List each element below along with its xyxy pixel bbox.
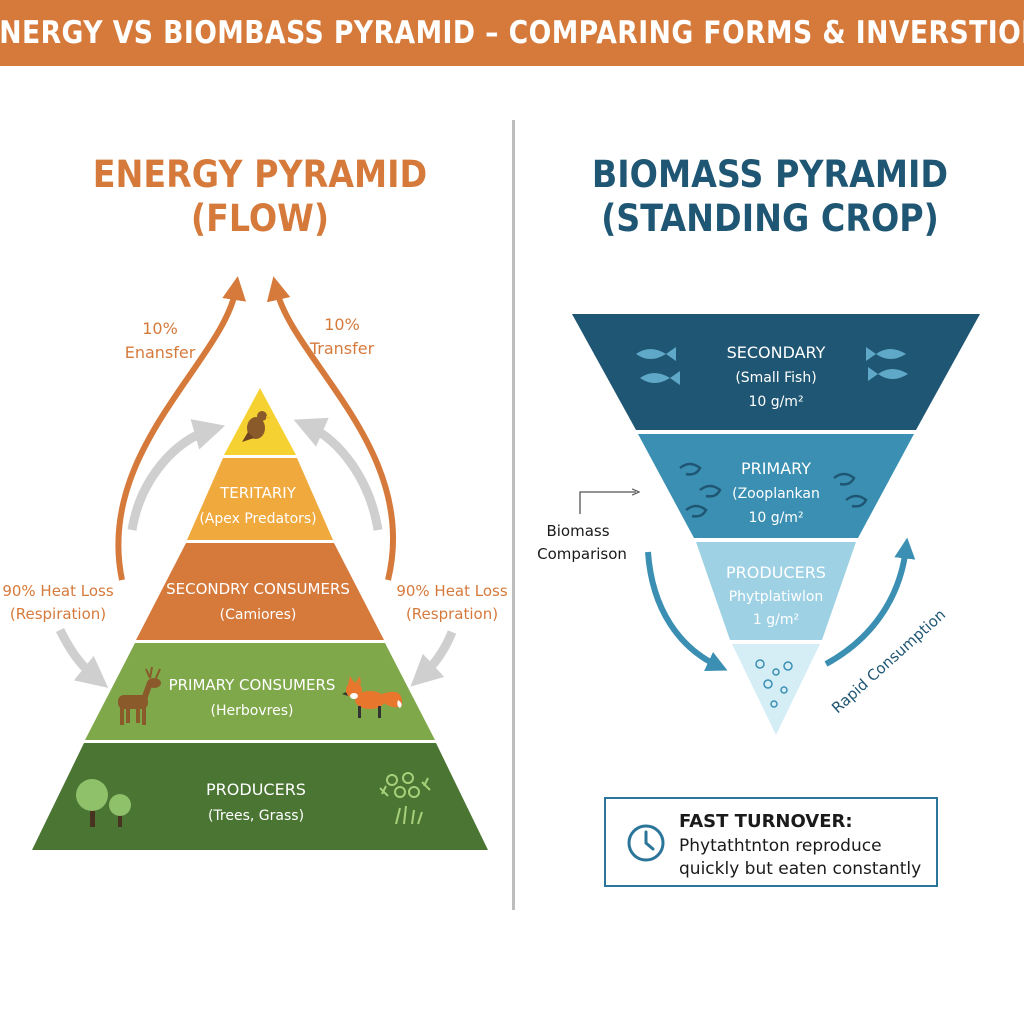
biomass-level-primary	[638, 434, 914, 538]
callout-body: Phytathtnton reproduce quickly but eaten…	[679, 836, 922, 879]
biomass-flow-arrow-left	[645, 551, 728, 671]
biomass-heading-line1: BIOMASS PYRAMID	[591, 153, 949, 196]
biomass-secondary-value: 10 g/m²	[748, 394, 803, 410]
energy-tertiary-name: TERITARIY	[219, 484, 297, 502]
title-banner: ENERGY VS BIOMBASS PYRAMID – COMPARING F…	[0, 0, 1024, 66]
heat-loss-right-sub: (Respration)	[406, 605, 498, 623]
biomass-level-base	[732, 644, 820, 735]
page-title: ENERGY VS BIOMBASS PYRAMID – COMPARING F…	[0, 15, 1024, 51]
hawk-icon	[242, 411, 271, 442]
biomass-producers-name: PRODUCERS	[726, 563, 826, 582]
biomass-level-secondary	[572, 314, 980, 430]
panel-divider	[512, 120, 515, 910]
biomass-pyramid-heading: BIOMASS PYRAMID (STANDING CROP)	[545, 153, 995, 241]
energy-level-primary	[85, 643, 435, 740]
energy-primary-name: PRIMARY CONSUMERS	[169, 676, 336, 694]
energy-loss-arrow-lower-left	[55, 627, 109, 688]
clock-icon	[627, 824, 665, 862]
biomass-pyramid: SECONDARY (Small Fish) 10 g/m² PRIMARY (…	[537, 314, 980, 735]
transfer-right-label: Transfer	[309, 339, 375, 358]
energy-pyramid-heading: ENERGY PYRAMID (FLOW)	[40, 153, 480, 241]
biomass-producers-value: 1 g/m²	[753, 612, 799, 628]
energy-transfer-arrow-right	[266, 276, 397, 581]
biomass-comparison-label: Biomass	[546, 522, 609, 540]
biomass-flow-arrow-right	[824, 537, 916, 667]
transfer-right-percent: 10%	[324, 315, 360, 334]
trees-icon	[76, 779, 131, 827]
heat-loss-left-label: 90% Heat Loss	[2, 582, 114, 600]
zooplankton-icon	[679, 462, 868, 518]
biomass-primary-name: PRIMARY	[741, 459, 811, 478]
energy-level-producers	[32, 743, 488, 850]
biomass-comparison-label-2: Comparison	[537, 545, 627, 563]
transfer-left-label: Enansfer	[125, 343, 196, 362]
energy-producers-name: PRODUCERS	[206, 780, 306, 799]
biomass-primary-sub: (Zooplankan	[732, 486, 820, 502]
biomass-level-producers	[696, 542, 856, 640]
biomass-secondary-name: SECONDARY	[727, 343, 826, 362]
energy-secondary-name: SECONDRY CONSUMERS	[166, 580, 350, 598]
energy-primary-sub: (Herbovres)	[211, 703, 294, 719]
energy-loss-arrow-upper-left	[127, 419, 226, 531]
phytoplankton-icon	[755, 659, 793, 708]
energy-tertiary-sub: (Apex Predators)	[199, 511, 316, 527]
biomass-secondary-sub: (Small Fish)	[735, 370, 816, 386]
energy-transfer-arrow-left	[115, 276, 247, 581]
grass-icon	[379, 772, 431, 825]
deer-icon	[118, 666, 161, 725]
biomass-primary-value: 10 g/m²	[748, 510, 803, 526]
energy-secondary-sub: (Camiores)	[220, 607, 297, 623]
callout-title: FAST TURNOVER:	[679, 811, 853, 832]
energy-producers-sub: (Trees, Grass)	[208, 808, 304, 824]
energy-heading-line1: ENERGY PYRAMID	[92, 153, 428, 196]
energy-loss-arrow-lower-right	[410, 630, 457, 687]
comparison-pointer	[579, 492, 636, 514]
energy-pyramid: TERITARIY (Apex Predators) SECONDRY CONS…	[2, 276, 508, 850]
energy-heading-line2: (FLOW)	[190, 197, 330, 240]
heat-loss-right-label: 90% Heat Loss	[396, 582, 508, 600]
heat-loss-left-sub: (Respiration)	[10, 605, 106, 623]
biomass-producers-sub: Phytplatiwlon	[729, 589, 824, 605]
fast-turnover-callout: FAST TURNOVER: Phytathtnton reproduce qu…	[604, 797, 938, 887]
energy-level-tertiary	[187, 458, 333, 540]
energy-level-secondary	[136, 543, 384, 640]
transfer-left-percent: 10%	[142, 319, 178, 338]
rapid-consumption-label: Rapid Consumption	[828, 606, 949, 717]
energy-loss-arrow-upper-right	[293, 417, 383, 531]
fox-icon	[342, 676, 403, 718]
biomass-heading-line2: (STANDING CROP)	[601, 197, 939, 240]
fish-icon	[636, 347, 908, 385]
